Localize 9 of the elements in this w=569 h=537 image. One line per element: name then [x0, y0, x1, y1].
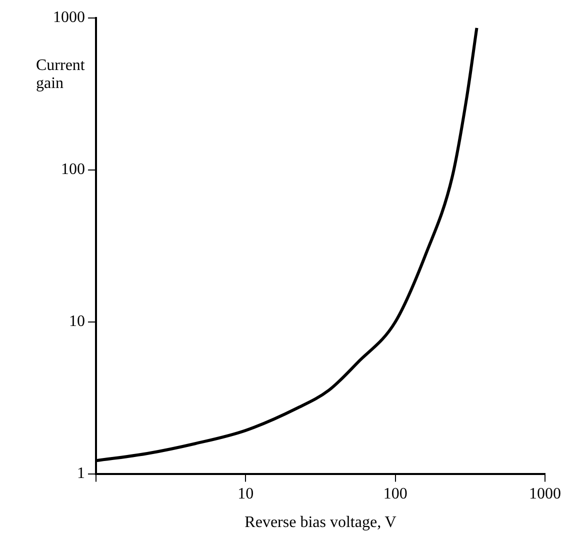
x-tick-label: 10 — [238, 486, 254, 503]
y-tick-label: 10 — [69, 313, 85, 330]
x-tick-label: 1000 — [529, 486, 561, 503]
y-axis-title: Current gain — [36, 57, 86, 92]
x-tick-label: 100 — [383, 486, 408, 503]
y-tick-label: 100 — [61, 161, 85, 178]
x-axis-title: Reverse bias voltage, V — [244, 514, 397, 532]
y-tick-label: 1 — [77, 465, 85, 482]
y-tick-label: 1000 — [53, 9, 85, 26]
